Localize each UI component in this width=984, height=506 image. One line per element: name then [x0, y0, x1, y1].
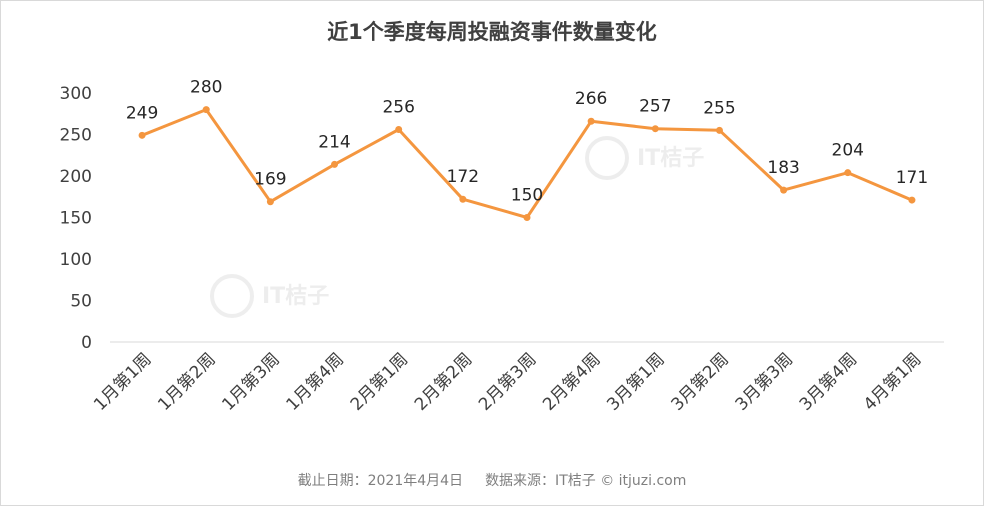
- x-tick-label: 3月第2周: [667, 349, 733, 415]
- data-point: [459, 195, 467, 203]
- data-label: 280: [190, 78, 222, 98]
- data-label: 150: [511, 186, 543, 206]
- x-tick-label: 3月第1周: [603, 349, 669, 415]
- watermark-1: IT桔子: [210, 274, 329, 318]
- watermark-text: IT桔子: [637, 146, 704, 171]
- x-tick-label: 1月第1周: [90, 349, 156, 415]
- y-tick-label: 50: [70, 292, 92, 312]
- data-label: 257: [639, 97, 671, 117]
- data-point: [266, 198, 274, 206]
- x-tick-label: 4月第1周: [860, 349, 926, 415]
- x-tick-label: 2月第4周: [539, 349, 605, 415]
- watermark-logo-icon: [210, 274, 254, 318]
- data-point: [651, 125, 659, 133]
- data-points: [138, 106, 916, 221]
- chart-title: 近1个季度每周投融资事件数量变化: [327, 20, 657, 44]
- data-labels: 249 280 169 214 256 172 150 266 257 255 183 204 171: [126, 78, 928, 206]
- x-tick-label: 3月第4周: [796, 349, 862, 415]
- data-point: [715, 126, 723, 134]
- x-axis: 1月第1周1月第2周1月第3周1月第4周2月第1周2月第2周2月第3周2月第4周…: [90, 349, 925, 415]
- y-axis: 0 50 100 150 200 250 300: [60, 84, 92, 353]
- watermark-2: IT桔子: [585, 136, 704, 180]
- data-point: [523, 214, 531, 221]
- x-tick-label: 2月第2周: [411, 349, 477, 415]
- data-point: [844, 169, 852, 177]
- x-tick-label: 1月第2周: [154, 349, 220, 415]
- x-tick-label: 2月第3周: [475, 349, 541, 415]
- data-point: [138, 131, 146, 139]
- data-label: 169: [254, 170, 286, 190]
- y-tick-label: 0: [81, 333, 92, 353]
- data-label: 249: [126, 103, 158, 123]
- watermark-logo-icon: [585, 136, 629, 180]
- data-label: 171: [896, 168, 928, 188]
- data-label: 266: [575, 89, 607, 109]
- y-tick-label: 100: [60, 250, 92, 270]
- data-label: 255: [703, 98, 735, 118]
- data-point: [202, 106, 210, 114]
- data-point: [780, 186, 788, 194]
- y-tick-label: 200: [60, 167, 92, 187]
- data-label: 172: [447, 167, 479, 187]
- data-label: 183: [767, 158, 799, 178]
- y-tick-label: 150: [60, 209, 92, 229]
- footer-date: 截止日期：2021年4月4日: [297, 473, 464, 489]
- data-point: [395, 126, 403, 134]
- footer: 截止日期：2021年4月4日 数据来源：IT桔子 © itjuzi.com: [0, 470, 984, 490]
- data-point: [908, 196, 916, 204]
- x-tick-label: 3月第3周: [732, 349, 798, 415]
- y-tick-label: 300: [60, 84, 92, 104]
- data-label: 214: [318, 132, 350, 152]
- y-tick-label: 250: [60, 126, 92, 146]
- x-tick-label: 2月第1周: [347, 349, 413, 415]
- data-point: [587, 117, 595, 125]
- x-tick-label: 1月第3周: [218, 349, 284, 415]
- data-point: [331, 160, 339, 168]
- data-label: 256: [382, 98, 414, 118]
- x-tick-label: 1月第4周: [283, 349, 349, 415]
- watermark-text: IT桔子: [262, 284, 329, 309]
- data-label: 204: [832, 141, 864, 161]
- footer-source: 数据来源：IT桔子 © itjuzi.com: [485, 473, 687, 489]
